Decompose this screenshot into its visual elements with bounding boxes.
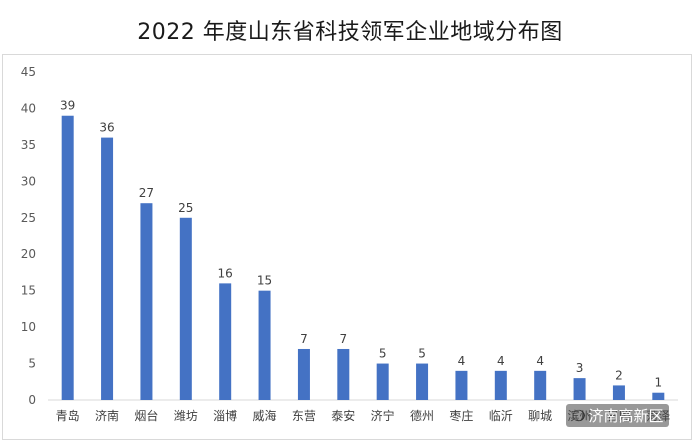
bar [219, 283, 232, 400]
x-tick-label: 枣庄 [449, 408, 473, 423]
x-tick-label: 淄博 [213, 408, 237, 423]
x-tick-label: 青岛 [56, 408, 80, 423]
bar [494, 370, 507, 400]
x-tick-label: 德州 [410, 408, 434, 423]
data-label: 5 [418, 347, 426, 361]
bar [179, 217, 192, 400]
chart-title: 2022 年度山东省科技领军企业地域分布图 [137, 20, 563, 45]
watermark-text: 济南高新区 [588, 407, 664, 425]
x-tick-label: 济宁 [371, 408, 395, 423]
y-tick-label: 20 [21, 247, 36, 261]
y-tick-label: 30 [21, 174, 36, 188]
data-label: 39 [60, 99, 75, 113]
y-tick-label: 45 [21, 65, 36, 79]
bar [258, 290, 271, 400]
bar [652, 392, 665, 400]
x-tick-label: 威海 [253, 408, 277, 423]
watermark: ❍ 济南高新区 [566, 404, 670, 427]
data-label: 4 [458, 354, 466, 368]
x-tick-label: 东营 [292, 409, 316, 423]
data-label: 15 [257, 274, 272, 288]
data-label: 4 [497, 354, 505, 368]
y-tick-label: 25 [21, 211, 36, 225]
bar [337, 348, 350, 400]
y-tick-label: 40 [21, 101, 36, 115]
bar [455, 370, 468, 400]
y-tick-label: 0 [28, 393, 36, 407]
data-label: 3 [576, 361, 584, 375]
bar [61, 115, 74, 400]
data-label: 4 [536, 354, 544, 368]
x-tick-label: 济南 [95, 408, 119, 423]
x-tick-label: 烟台 [134, 408, 158, 423]
y-tick-label: 10 [21, 320, 36, 334]
bar [297, 348, 310, 400]
data-label: 2 [615, 368, 623, 382]
data-label: 7 [300, 332, 308, 346]
data-label: 1 [654, 376, 662, 390]
x-tick-label: 潍坊 [174, 408, 198, 423]
x-tick-label: 临沂 [489, 409, 513, 423]
x-tick-label: 泰安 [331, 408, 355, 423]
chart-frame [2, 54, 692, 440]
data-label: 25 [178, 201, 193, 215]
bar [376, 363, 389, 400]
data-label: 36 [99, 121, 114, 135]
y-tick-label: 5 [28, 357, 36, 371]
bar [534, 370, 547, 400]
bar [101, 137, 114, 400]
bar [140, 203, 153, 400]
bar [573, 378, 586, 400]
bar [416, 363, 429, 400]
data-label: 5 [379, 347, 387, 361]
y-tick-label: 15 [21, 284, 36, 298]
bar [612, 385, 625, 400]
wechat-icon: ❍ [572, 407, 586, 425]
data-label: 16 [218, 266, 233, 280]
x-tick-label: 聊城 [528, 409, 552, 423]
data-label: 7 [339, 332, 347, 346]
y-tick-label: 35 [21, 138, 36, 152]
data-label: 27 [139, 186, 154, 200]
